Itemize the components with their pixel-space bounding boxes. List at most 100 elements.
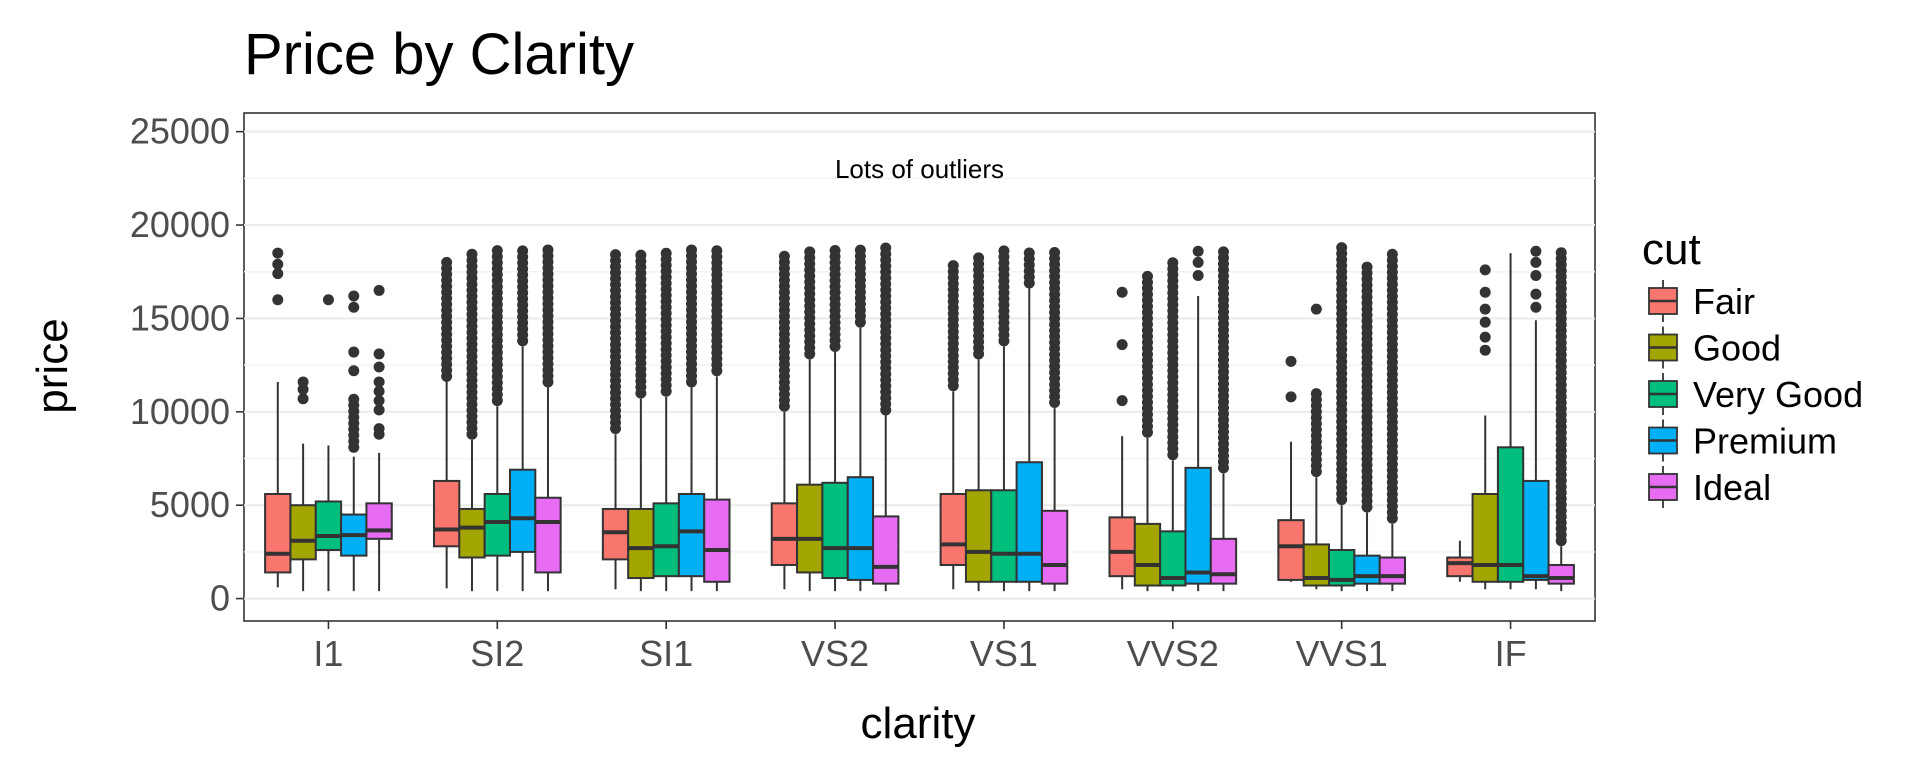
box-fair-if: [1446, 556, 1474, 578]
outlier-point: [1479, 331, 1491, 343]
outlier-point: [373, 385, 385, 397]
x-tick-label: VVS1: [1296, 633, 1388, 674]
outlier-point: [1116, 395, 1128, 407]
outlier-point: [441, 256, 453, 268]
outlier-point: [322, 294, 334, 306]
box-good-si1: [627, 507, 655, 580]
y-tick-label: 10000: [130, 391, 230, 432]
outlier-point: [1479, 286, 1491, 298]
legend-label: Very Good: [1693, 374, 1863, 415]
y-tick-label: 0: [210, 578, 230, 619]
box-premium-vvs1: [1353, 554, 1381, 585]
box-very-good-vs2: [821, 481, 849, 580]
outlier-point: [491, 245, 503, 257]
outlier-point: [297, 393, 309, 405]
outlier-point: [1479, 264, 1491, 276]
outlier-point: [1530, 288, 1542, 300]
legend-label: Premium: [1693, 421, 1837, 462]
outlier-point: [1285, 391, 1297, 403]
box-fair-vvs1: [1277, 519, 1305, 581]
box-ideal-vvs1: [1378, 556, 1407, 585]
box-very-good-si2: [483, 493, 511, 557]
outlier-point: [297, 376, 309, 388]
outlier-point: [854, 244, 866, 256]
outlier-point: [272, 258, 284, 270]
outlier-point: [973, 252, 985, 264]
box-very-good-vs1: [990, 489, 1018, 583]
boxes: [264, 242, 1575, 592]
box-premium-vvs2: [1184, 466, 1212, 585]
outlier-point: [1192, 269, 1204, 281]
outlier-point: [1167, 257, 1179, 269]
outlier-point: [1023, 247, 1035, 259]
x-tick-label: IF: [1495, 633, 1527, 674]
outlier-point: [947, 260, 959, 272]
x-tick-label: VVS2: [1127, 633, 1219, 674]
x-tick-label: SI2: [470, 633, 524, 674]
outlier-point: [804, 246, 816, 258]
outlier-point: [686, 244, 698, 256]
y-tick-label: 5000: [150, 484, 230, 525]
outlier-point: [1336, 242, 1348, 254]
box-good-i1: [289, 504, 317, 561]
outlier-point: [1530, 301, 1542, 313]
y-tick-label: 20000: [130, 204, 230, 245]
outlier-point: [1479, 303, 1491, 315]
outlier-point: [1310, 388, 1322, 400]
box-good-vs1: [964, 489, 993, 583]
box-very-good-si1: [652, 502, 680, 578]
box-fair-si2: [432, 479, 461, 548]
outlier-point: [829, 244, 841, 256]
outlier-point: [711, 245, 723, 257]
outlier-point: [1116, 286, 1128, 298]
box-fair-vvs2: [1108, 516, 1136, 578]
outlier-point: [373, 376, 385, 388]
x-tick-label: SI1: [639, 633, 693, 674]
annotation-text: Lots of outliers: [835, 154, 1004, 184]
outlier-point: [1116, 339, 1128, 351]
outlier-point: [1141, 270, 1153, 282]
outlier-point: [1479, 344, 1491, 356]
y-tick-label: 25000: [130, 111, 230, 152]
outlier-point: [373, 284, 385, 296]
box-ideal-i1: [365, 502, 393, 540]
outlier-point: [466, 248, 478, 260]
outlier-point: [1310, 303, 1322, 315]
legend-label: Fair: [1693, 281, 1755, 322]
box-ideal-vvs2: [1209, 537, 1238, 585]
outlier-point: [1217, 246, 1229, 258]
outlier-point: [1192, 245, 1204, 257]
outlier-point: [348, 346, 360, 358]
x-tick-label: VS1: [970, 633, 1038, 674]
outlier-point: [1530, 256, 1542, 268]
box-fair-i1: [264, 493, 292, 574]
box-premium-if: [1522, 479, 1550, 581]
box-good-vvs2: [1133, 522, 1162, 587]
outlier-point: [1386, 248, 1398, 260]
box-good-si2: [458, 507, 486, 559]
y-axis-title: price: [28, 318, 77, 413]
box-ideal-vs1: [1040, 509, 1069, 585]
outlier-point: [1049, 246, 1061, 258]
box-premium-vs2: [846, 476, 875, 581]
outlier-point: [1530, 245, 1542, 257]
outlier-point: [1285, 355, 1297, 367]
box-ideal-if: [1547, 563, 1575, 585]
box-ideal-si2: [534, 496, 562, 574]
x-axis-title: clarity: [861, 699, 976, 748]
box-premium-si1: [677, 493, 706, 578]
y-tick-label: 15000: [130, 297, 230, 338]
legend: cut Fair Good Very Good Premium Ideal: [1642, 225, 1863, 508]
outlier-point: [542, 244, 554, 256]
outlier-point: [348, 393, 360, 405]
outlier-point: [373, 348, 385, 360]
box-premium-vs1: [1015, 461, 1043, 583]
chart-title: Price by Clarity: [244, 22, 634, 87]
outlier-point: [272, 268, 284, 280]
outlier-point: [373, 361, 385, 373]
box-fair-vs2: [770, 502, 799, 566]
outlier-point: [373, 395, 385, 407]
outlier-point: [272, 247, 284, 259]
outlier-point: [272, 294, 284, 306]
